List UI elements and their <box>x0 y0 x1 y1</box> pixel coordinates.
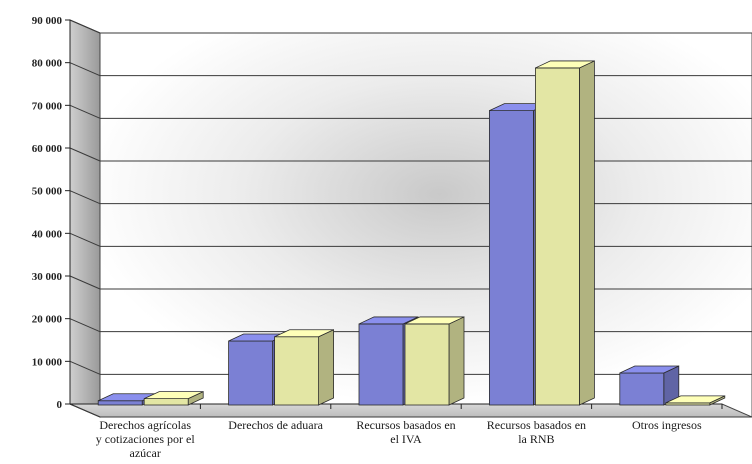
gridline-diagonal <box>69 232 101 247</box>
bar-top <box>665 395 725 404</box>
y-tick-label: 20 000 <box>32 314 63 326</box>
bar <box>97 400 143 406</box>
bar-top <box>404 316 465 325</box>
x-category-label: Recursos basados en el IVA <box>356 418 455 446</box>
x-category-label-line: Recursos basados en <box>356 418 455 432</box>
bar <box>274 336 320 406</box>
gridline-diagonal <box>69 19 101 34</box>
y-tick-label: 90 000 <box>32 15 63 27</box>
bar <box>535 67 580 406</box>
bars <box>97 60 726 406</box>
bar <box>143 398 189 406</box>
bar-side <box>579 60 595 406</box>
y-tick-label: 40 000 <box>32 228 63 240</box>
gridline-diagonal <box>69 104 101 119</box>
bar-side <box>448 316 465 406</box>
x-category-label: Derechos de aduara <box>228 418 323 432</box>
gridline-diagonal <box>69 62 101 77</box>
bar-side <box>318 329 335 406</box>
x-category-label: Derechos agrícolas y cotizaciones por el a… <box>96 418 196 460</box>
y-tick-label: 80 000 <box>32 58 63 70</box>
gridline-diagonal <box>69 403 101 418</box>
bar-top <box>358 316 419 325</box>
y-tick-label: 30 000 <box>32 271 63 283</box>
x-category-label-line: el IVA <box>390 432 422 446</box>
x-category-label-line: Otros ingresos <box>632 418 702 432</box>
x-category-label-line: Derechos agrícolas <box>99 418 191 432</box>
y-tick-label: 50 000 <box>32 186 63 198</box>
floor <box>69 403 752 418</box>
bar <box>404 323 450 406</box>
x-category-label-line: azúcar <box>130 446 161 460</box>
side-wall <box>69 19 101 418</box>
x-category-label-line: la RNB <box>518 432 554 446</box>
bar-top <box>144 391 204 400</box>
gridline-diagonal <box>69 275 101 290</box>
x-category-label-line: Recursos basados en <box>487 418 586 432</box>
bar-top <box>619 365 679 374</box>
bar <box>619 372 665 406</box>
gridline-diagonal <box>69 190 101 205</box>
bar-top <box>535 60 595 69</box>
x-category-label: Otros ingresos <box>632 418 702 432</box>
y-tick-label: 10 000 <box>32 356 63 368</box>
x-category-label-line: y cotizaciones por el <box>96 432 196 446</box>
gridline-diagonal <box>69 147 101 162</box>
bar-top <box>274 329 334 338</box>
x-category-label: Recursos basados en la RNB <box>487 418 586 446</box>
bar <box>228 340 274 406</box>
y-tick-label: 60 000 <box>32 143 63 155</box>
y-tick-label: 0 <box>57 399 63 411</box>
gridline-diagonal <box>69 318 101 333</box>
bar <box>488 110 534 406</box>
x-category-label-line: Derechos de aduara <box>228 418 323 432</box>
axis-labels: 0 10 000 20 000 30 000 40 000 50 000 60 000 70 … <box>32 15 702 460</box>
y-tick-label: 70 000 <box>32 100 63 112</box>
gridline-diagonal <box>69 360 101 375</box>
bar <box>358 323 404 406</box>
